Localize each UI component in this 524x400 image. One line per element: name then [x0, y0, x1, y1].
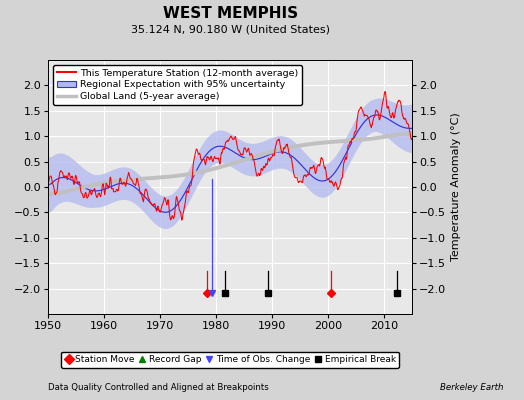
Y-axis label: Temperature Anomaly (°C): Temperature Anomaly (°C) [451, 113, 461, 261]
Text: 35.124 N, 90.180 W (United States): 35.124 N, 90.180 W (United States) [131, 25, 330, 35]
Text: Data Quality Controlled and Aligned at Breakpoints: Data Quality Controlled and Aligned at B… [48, 383, 269, 392]
Text: Berkeley Earth: Berkeley Earth [440, 383, 503, 392]
Legend: Station Move, Record Gap, Time of Obs. Change, Empirical Break: Station Move, Record Gap, Time of Obs. C… [61, 352, 399, 368]
Text: WEST MEMPHIS: WEST MEMPHIS [163, 6, 298, 21]
